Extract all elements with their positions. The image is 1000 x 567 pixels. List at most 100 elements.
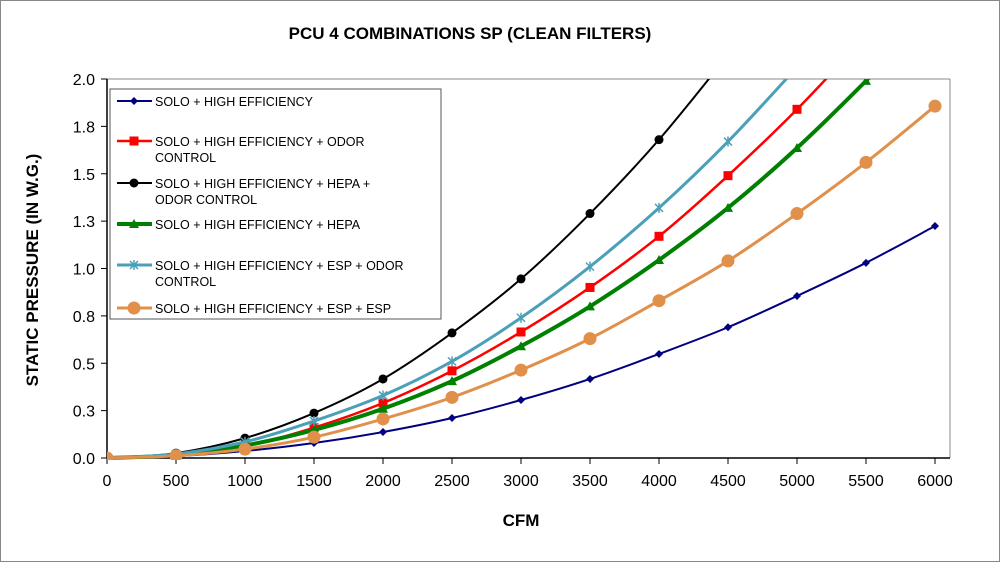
legend-item: SOLO + HIGH EFFICIENCY + ODOR CONTROL	[117, 135, 365, 165]
data-point	[379, 428, 387, 437]
legend-label: SOLO + HIGH EFFICIENCY + HEPA	[155, 218, 361, 232]
legend-label: ODOR CONTROL	[155, 193, 257, 207]
x-tick-label: 5500	[848, 473, 884, 490]
y-axis-label: STATIC PRESSURE (IN W.G.)	[23, 154, 42, 387]
legend-label: CONTROL	[155, 151, 216, 165]
data-point	[447, 376, 457, 386]
y-tick-label: 0.8	[73, 309, 95, 326]
x-tick-label: 3500	[572, 473, 608, 490]
data-point	[516, 341, 526, 351]
data-point	[723, 171, 733, 181]
y-tick-label: 1.5	[73, 167, 95, 184]
data-point	[792, 142, 802, 152]
y-tick-label: 1.8	[73, 119, 95, 136]
data-point	[861, 79, 871, 85]
x-tick-label: 2500	[434, 473, 470, 490]
series-group	[107, 79, 942, 460]
y-tick-label: 0.3	[73, 404, 95, 421]
data-point	[862, 258, 870, 267]
data-point	[721, 254, 735, 268]
data-point	[654, 231, 664, 241]
data-point	[583, 332, 597, 346]
data-point	[724, 323, 732, 332]
data-point	[129, 219, 139, 228]
data-point	[516, 312, 526, 323]
data-point	[652, 294, 666, 308]
data-point	[378, 398, 388, 408]
data-point	[376, 412, 390, 426]
data-point	[516, 327, 526, 337]
data-point	[378, 390, 388, 401]
x-tick-label: 6000	[917, 473, 953, 490]
x-tick-label: 4000	[641, 473, 677, 490]
data-point	[654, 135, 664, 145]
data-point	[931, 222, 939, 231]
data-point	[129, 178, 139, 188]
y-tick-label: 2.0	[73, 72, 95, 89]
legend: SOLO + HIGH EFFICIENCY SOLO + HIGH EFFICI…	[109, 88, 442, 320]
legend-item: SOLO + HIGH EFFICIENCY + HEPA + ODOR CONT…	[117, 177, 370, 207]
data-point	[307, 430, 321, 444]
data-point	[585, 261, 595, 272]
data-point	[445, 390, 459, 404]
x-tick-label: 4500	[710, 473, 746, 490]
data-point	[793, 291, 801, 300]
data-point	[654, 202, 664, 213]
data-point	[107, 451, 114, 460]
data-point	[129, 260, 139, 270]
data-point	[130, 97, 138, 105]
data-point	[129, 136, 139, 146]
data-point	[585, 209, 595, 219]
axes: 0 500 1000 1500 2000 2500 3000 3500 4000 4500 5000…	[73, 72, 953, 490]
legend-label: SOLO + HIGH EFFICIENCY + ODOR	[155, 135, 365, 149]
series-line	[107, 79, 789, 460]
legend-label: SOLO + HIGH EFFICIENCY + ESP + ESP	[155, 302, 391, 316]
y-tick-label: 1.3	[73, 214, 95, 231]
series-markers	[107, 99, 942, 460]
x-tick-label: 5000	[779, 473, 815, 490]
legend-label: SOLO + HIGH EFFICIENCY + HEPA +	[155, 177, 370, 191]
data-point	[514, 363, 528, 377]
data-point	[859, 155, 873, 169]
data-point	[238, 442, 252, 456]
data-point	[448, 414, 456, 423]
y-tick-label: 1.0	[73, 262, 95, 279]
data-point	[585, 282, 595, 292]
data-point	[790, 207, 804, 221]
data-point	[127, 301, 141, 315]
x-axis-label: CFM	[503, 511, 540, 530]
legend-label: SOLO + HIGH EFFICIENCY + ESP + ODOR	[155, 259, 404, 273]
data-point	[928, 99, 942, 113]
legend-box	[109, 88, 442, 320]
legend-item: SOLO + HIGH EFFICIENCY	[117, 95, 314, 109]
x-tick-label: 2000	[365, 473, 401, 490]
x-tick-label: 0	[103, 473, 112, 490]
data-point	[792, 104, 802, 114]
data-point	[585, 301, 595, 311]
data-point	[654, 254, 664, 264]
x-tick-label: 1500	[296, 473, 332, 490]
data-point	[586, 374, 594, 383]
data-point	[378, 374, 388, 384]
x-tick-label: 500	[163, 473, 190, 490]
data-point	[447, 356, 457, 367]
data-point	[516, 274, 526, 284]
data-point	[309, 408, 319, 418]
data-point	[723, 136, 733, 147]
legend-item: SOLO + HIGH EFFICIENCY + ESP + ESP	[117, 301, 391, 316]
data-point	[169, 449, 183, 460]
x-tick-label: 3000	[503, 473, 539, 490]
legend-label: SOLO + HIGH EFFICIENCY	[155, 95, 314, 109]
data-point	[655, 349, 663, 358]
data-point	[447, 366, 457, 376]
data-point	[378, 403, 388, 413]
legend-label: CONTROL	[155, 275, 216, 289]
data-point	[447, 328, 457, 338]
y-tick-label: 0.5	[73, 356, 95, 373]
x-tick-label: 1000	[227, 473, 263, 490]
series-line	[107, 79, 711, 459]
data-point	[723, 202, 733, 212]
legend-item: SOLO + HIGH EFFICIENCY + HEPA	[117, 218, 361, 232]
data-point	[309, 416, 319, 427]
